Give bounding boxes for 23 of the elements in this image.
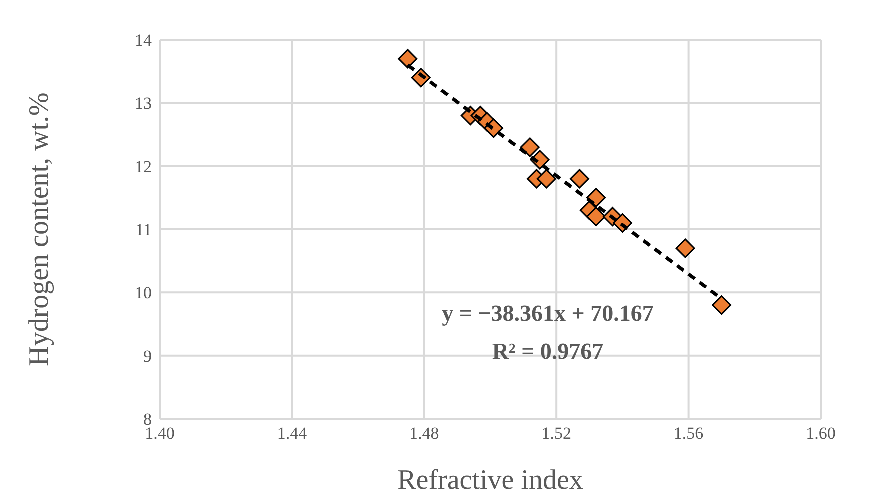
- x-tick-label: 1.52: [542, 424, 572, 444]
- x-tick-label: 1.60: [806, 424, 836, 444]
- y-tick-label: 11: [136, 220, 152, 240]
- y-tick-label: 12: [135, 157, 152, 176]
- x-tick-label: 1.40: [145, 424, 175, 444]
- point: [570, 169, 590, 189]
- x-tick-label: 1.44: [277, 424, 308, 444]
- y-tick-label: 9: [144, 346, 152, 366]
- y-tick-label: 10: [135, 284, 152, 303]
- y-tick-label: 14: [135, 31, 152, 50]
- point: [520, 138, 540, 158]
- point: [536, 169, 556, 189]
- point: [712, 296, 732, 316]
- annotation: y = −38.361x + 70.167: [442, 301, 654, 327]
- point: [398, 49, 418, 69]
- x-axis-title: Refractive index: [398, 465, 584, 496]
- x-tick-label: 1.48: [410, 424, 440, 444]
- x-tick-label: 1.56: [674, 424, 704, 444]
- y-tick-label: 13: [135, 94, 152, 114]
- point: [586, 207, 606, 227]
- annotation: R² = 0.9767: [492, 339, 604, 365]
- y-axis-title: Hydrogen content, wt.%: [24, 92, 55, 366]
- point: [676, 238, 696, 258]
